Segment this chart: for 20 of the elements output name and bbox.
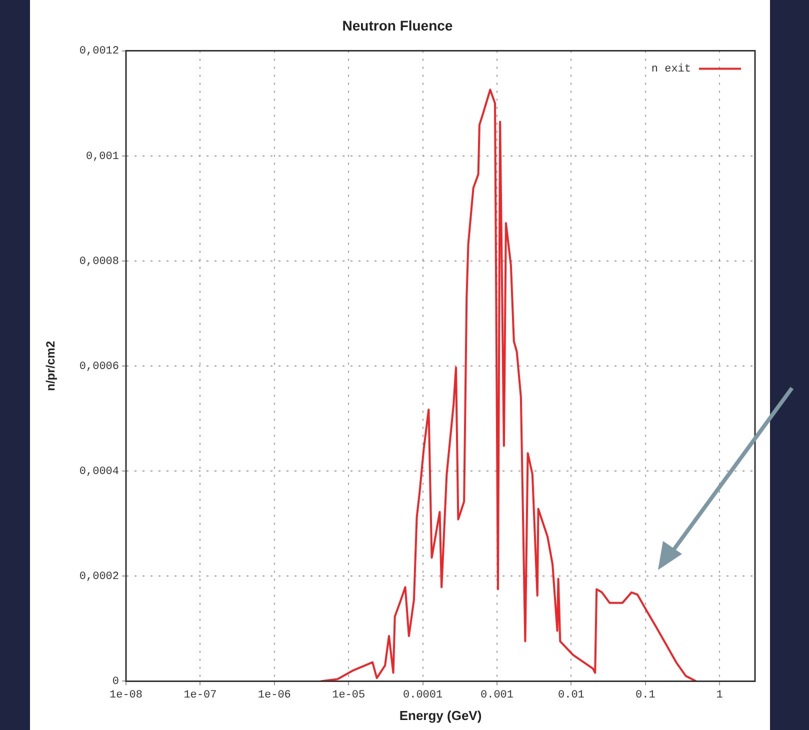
y-tick-label: 0,001 bbox=[86, 150, 120, 163]
x-tick-label: 0.01 bbox=[558, 690, 585, 702]
y-tick-label: 0,0008 bbox=[79, 256, 119, 268]
x-tick-label: 1e-06 bbox=[258, 690, 291, 702]
y-tick-label: 0,0012 bbox=[79, 46, 119, 58]
x-tick-label: 1e-08 bbox=[109, 690, 143, 702]
y-axis-title: n/pr/cm2 bbox=[44, 340, 58, 392]
x-axis-title: Energy (GeV) bbox=[399, 708, 482, 723]
x-tick-label: 1 bbox=[716, 690, 724, 702]
y-tick-label: 0,0002 bbox=[79, 571, 119, 584]
y-tick-label: 0,0006 bbox=[79, 360, 119, 373]
x-tick-label: 0.001 bbox=[480, 690, 514, 702]
y-tick-label: 0 bbox=[112, 676, 119, 688]
x-tick-label: 0.0001 bbox=[402, 690, 443, 702]
x-tick-label: 1e-05 bbox=[332, 690, 366, 702]
chart-title: Neutron Fluence bbox=[342, 17, 453, 34]
x-tick-label: 0.1 bbox=[635, 690, 656, 702]
y-tick-label: 0,0004 bbox=[79, 466, 120, 478]
x-tick-label: 1e-07 bbox=[184, 690, 217, 702]
legend-label: n exit bbox=[651, 64, 691, 76]
